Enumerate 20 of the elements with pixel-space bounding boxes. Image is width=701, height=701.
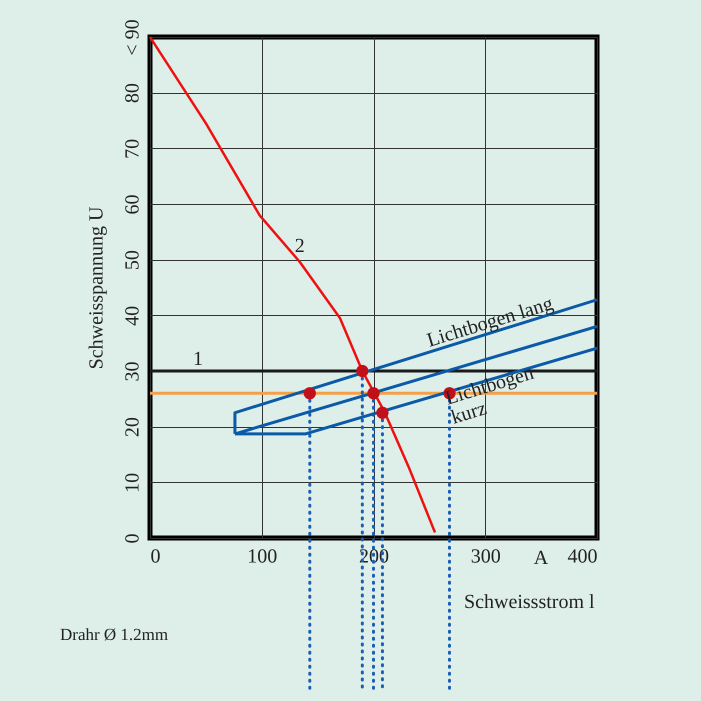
x-tick-label: 0 [150, 546, 160, 568]
text: A [534, 547, 549, 569]
y-tick-label: 80 [122, 83, 144, 104]
series-label: 2 [294, 234, 305, 257]
y-tick-label: 60 [122, 194, 144, 214]
x-tick-label: 300 [470, 546, 501, 568]
y-tick-label: 40 [122, 306, 144, 326]
y-axis-title: Schweisspannung U [86, 206, 108, 370]
y-tick-label: 30 [122, 362, 144, 382]
x-axis-title: Schweissstrom l [464, 591, 595, 613]
y-tick-label: 0 [122, 534, 144, 544]
y-tick-label: 20 [122, 417, 144, 438]
y-tick-label: 50 [122, 250, 144, 270]
x-tick-label: 100 [247, 546, 278, 568]
y-tick-label: 70 [122, 138, 144, 159]
text: Drahr Ø 1.2mm [60, 625, 168, 644]
x-tick-label: 400 [568, 546, 598, 568]
series-label: 1 [193, 348, 203, 370]
y-tick-label: 10 [122, 472, 144, 493]
y-tick-label: < 90 [122, 19, 144, 56]
